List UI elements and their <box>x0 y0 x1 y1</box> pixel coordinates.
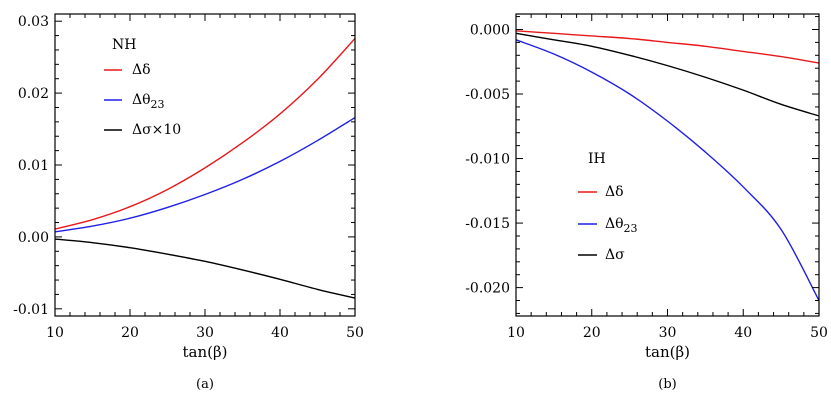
y-tick-label: -0.015 <box>465 216 510 232</box>
x-tick-label: 30 <box>659 325 677 341</box>
y-tick-label: 0.03 <box>18 14 49 30</box>
x-tick-label: 50 <box>810 325 828 341</box>
chart-a: 10 20 30 40 50 -0.01 0.00 0.01 0.02 0.03 tan(β) (a)… <box>13 13 364 392</box>
legend-label: Δσ×10 <box>132 122 181 138</box>
y-tick-label: 0.000 <box>470 22 510 38</box>
legend-title: NH <box>112 37 136 53</box>
x-axis-label: tan(β) <box>645 343 690 361</box>
series-line <box>515 32 820 117</box>
y-tick-label: -0.01 <box>13 302 49 318</box>
x-axis-label: tan(β) <box>182 343 227 361</box>
y-tick-label: -0.010 <box>465 152 510 168</box>
plot-frame <box>54 13 356 317</box>
x-tick-label: 20 <box>583 325 601 341</box>
series-line <box>54 37 356 230</box>
x-tick-label: 10 <box>507 325 525 341</box>
x-tick-label: 10 <box>46 325 64 341</box>
legend-label: Δσ <box>605 247 625 263</box>
legend-label: Δθ23 <box>605 216 638 235</box>
x-tick-label: 40 <box>271 325 289 341</box>
figure-caption: (b) <box>658 377 676 392</box>
chart-b: 10 20 30 40 50 0.000 -0.005 -0.010 -0.015 -0.020 t… <box>465 13 828 392</box>
series-line <box>54 116 356 233</box>
legend-label: Δδ <box>605 184 624 200</box>
x-tick-label: 20 <box>121 325 139 341</box>
figure-caption: (a) <box>196 377 214 392</box>
y-tick-label: 0.00 <box>18 230 49 246</box>
y-tick-label: -0.005 <box>465 87 510 103</box>
plot-frame <box>515 13 820 317</box>
series-line <box>54 238 356 299</box>
legend-title: IH <box>588 151 606 167</box>
x-tick-label: 50 <box>346 325 364 341</box>
series-line <box>515 30 820 64</box>
y-tick-label: 0.02 <box>18 86 49 102</box>
x-tick-label: 40 <box>734 325 752 341</box>
y-tick-label: 0.01 <box>18 158 49 174</box>
legend-label: Δθ23 <box>132 92 165 111</box>
series-line <box>515 39 820 301</box>
x-tick-label: 30 <box>196 325 214 341</box>
y-tick-label: -0.020 <box>465 281 510 297</box>
legend-label: Δδ <box>132 62 151 78</box>
